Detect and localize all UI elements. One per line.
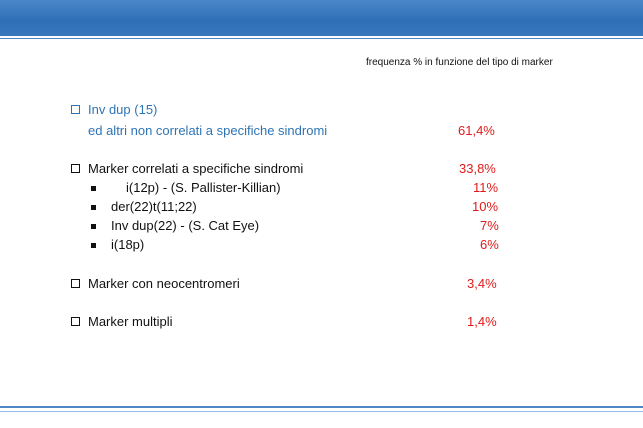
group-inv-dup-15-value: 61,4% [458, 123, 495, 138]
group-multipli-label: Marker multipli [71, 314, 173, 329]
footer-divider [0, 406, 643, 408]
checkbox-icon [71, 279, 80, 288]
item-label: Inv dup(22) - (S. Cat Eye) [111, 218, 260, 233]
group-inv-dup-15-label: Inv dup (15) [71, 102, 157, 117]
checkbox-icon [71, 164, 80, 173]
item-label: i(12p) - (S. Pallister-Killian) [126, 180, 281, 195]
group-title: Marker multipli [88, 314, 173, 329]
item-label: der(22)t(11;22) [111, 199, 197, 214]
header-bar [0, 0, 643, 36]
group-title: Marker con neocentromeri [88, 276, 240, 291]
item-value: 11% [473, 180, 499, 195]
bullet-icon [91, 224, 96, 229]
group-neocentromeri-value: 3,4% [467, 276, 497, 291]
group-inv-dup-15-subtitle: ed altri non correlati a specifiche sind… [88, 123, 328, 138]
checkbox-icon [71, 317, 80, 326]
bullet-icon [91, 243, 96, 248]
group-correlati-value: 33,8% [459, 161, 496, 176]
bullet-icon [91, 186, 96, 191]
group-correlati-label: Marker correlati a specifiche sindromi [71, 161, 303, 176]
item-value: 7% [480, 218, 499, 233]
item-value: 6% [480, 237, 499, 252]
group-multipli-value: 1,4% [467, 314, 497, 329]
group-neocentromeri-label: Marker con neocentromeri [71, 276, 240, 291]
subtitle: frequenza % in funzione del tipo di mark… [366, 57, 553, 68]
footer-divider-thin [0, 411, 643, 412]
bullet-icon [91, 205, 96, 210]
group-title: Marker correlati a specifiche sindromi [88, 161, 304, 176]
checkbox-icon [71, 105, 80, 114]
group-title: Inv dup (15) [88, 102, 158, 117]
header-divider [0, 38, 643, 39]
item-label: i(18p) [111, 237, 145, 252]
item-value: 10% [472, 199, 499, 214]
